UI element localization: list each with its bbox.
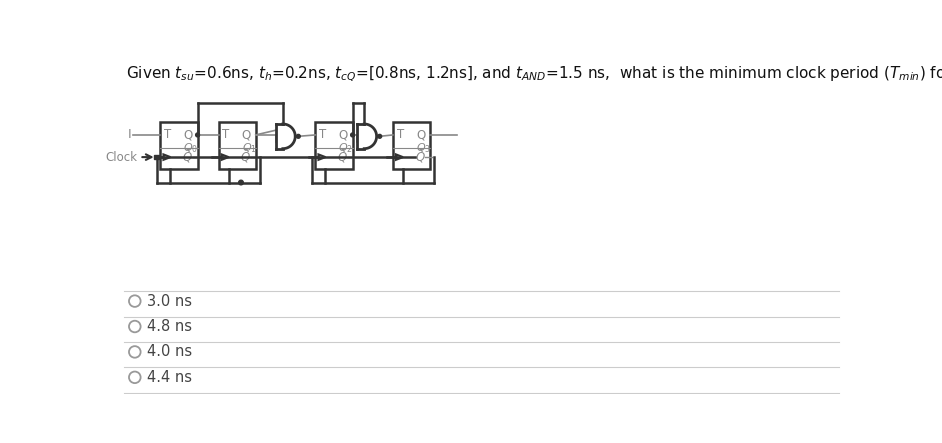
Circle shape bbox=[297, 134, 300, 138]
Text: I: I bbox=[128, 128, 132, 141]
Text: Q: Q bbox=[416, 128, 426, 141]
Text: $\bar{Q}$: $\bar{Q}$ bbox=[337, 149, 348, 165]
Text: Given $t_{su}$=0.6ns, $t_{h}$=0.2ns, $t_{cQ}$=[0.8ns, 1.2ns], and $t_{AND}$=1.5 : Given $t_{su}$=0.6ns, $t_{h}$=0.2ns, $t_… bbox=[125, 65, 942, 84]
Bar bbox=[219, 122, 255, 169]
Text: $\bar{Q}$: $\bar{Q}$ bbox=[182, 149, 193, 165]
Text: 4.0 ns: 4.0 ns bbox=[147, 344, 192, 359]
Bar bbox=[393, 122, 430, 169]
Text: $Q_1$: $Q_1$ bbox=[241, 141, 256, 155]
Text: $Q_0$: $Q_0$ bbox=[184, 141, 199, 155]
Circle shape bbox=[196, 133, 200, 137]
Text: $Q_3$: $Q_3$ bbox=[416, 141, 430, 155]
Text: 3.0 ns: 3.0 ns bbox=[147, 294, 192, 309]
Bar bbox=[316, 122, 352, 169]
Text: Q: Q bbox=[242, 128, 252, 141]
Circle shape bbox=[238, 180, 243, 185]
Text: $\bar{Q}$: $\bar{Q}$ bbox=[414, 149, 426, 165]
Bar bbox=[154, 155, 159, 159]
Text: T: T bbox=[164, 128, 171, 141]
Circle shape bbox=[378, 134, 382, 138]
Circle shape bbox=[350, 133, 354, 137]
Text: 4.8 ns: 4.8 ns bbox=[147, 319, 192, 334]
Text: T: T bbox=[397, 128, 404, 141]
Text: Q: Q bbox=[184, 128, 193, 141]
Text: T: T bbox=[222, 128, 230, 141]
Text: $Q_2$: $Q_2$ bbox=[338, 141, 353, 155]
Text: Q: Q bbox=[339, 128, 348, 141]
Bar bbox=[160, 122, 198, 169]
Text: $\bar{Q}$: $\bar{Q}$ bbox=[240, 149, 252, 165]
Text: Clock: Clock bbox=[106, 151, 138, 163]
Text: T: T bbox=[319, 128, 327, 141]
Text: 4.4 ns: 4.4 ns bbox=[147, 370, 192, 385]
